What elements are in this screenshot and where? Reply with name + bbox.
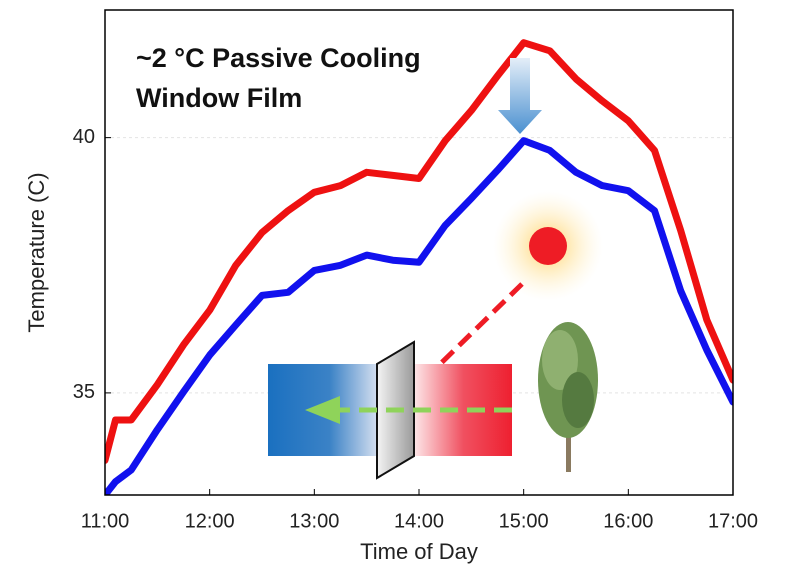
y-tick-label: 40	[73, 126, 95, 148]
annotation: Window Film	[136, 83, 302, 113]
x-tick-label: 13:00	[289, 510, 339, 532]
x-tick-label: 17:00	[708, 510, 758, 532]
foliage	[562, 372, 594, 428]
x-axis-label: Time of Day	[360, 539, 478, 564]
x-tick-label: 12:00	[185, 510, 235, 532]
y-tick-label: 35	[73, 381, 95, 403]
sun	[529, 227, 567, 265]
x-tick-label: 16:00	[603, 510, 653, 532]
x-tick-label: 11:00	[81, 510, 130, 532]
x-tick-label: 15:00	[499, 510, 549, 532]
chart: 35 40 11:00 12:00 13:00 14:00 15:00 16:00 17:00 T…	[0, 0, 787, 572]
y-axis-label: Temperature (C)	[24, 172, 49, 332]
plot-area: 35 40 11:00 12:00 13:00 14:00 15:00 16:00 17:00 T…	[24, 10, 758, 564]
annotation: ~2 °C Passive Cooling	[136, 43, 421, 73]
tree	[538, 322, 598, 472]
sun-ray	[432, 284, 522, 372]
x-tick-label: 14:00	[394, 510, 444, 532]
